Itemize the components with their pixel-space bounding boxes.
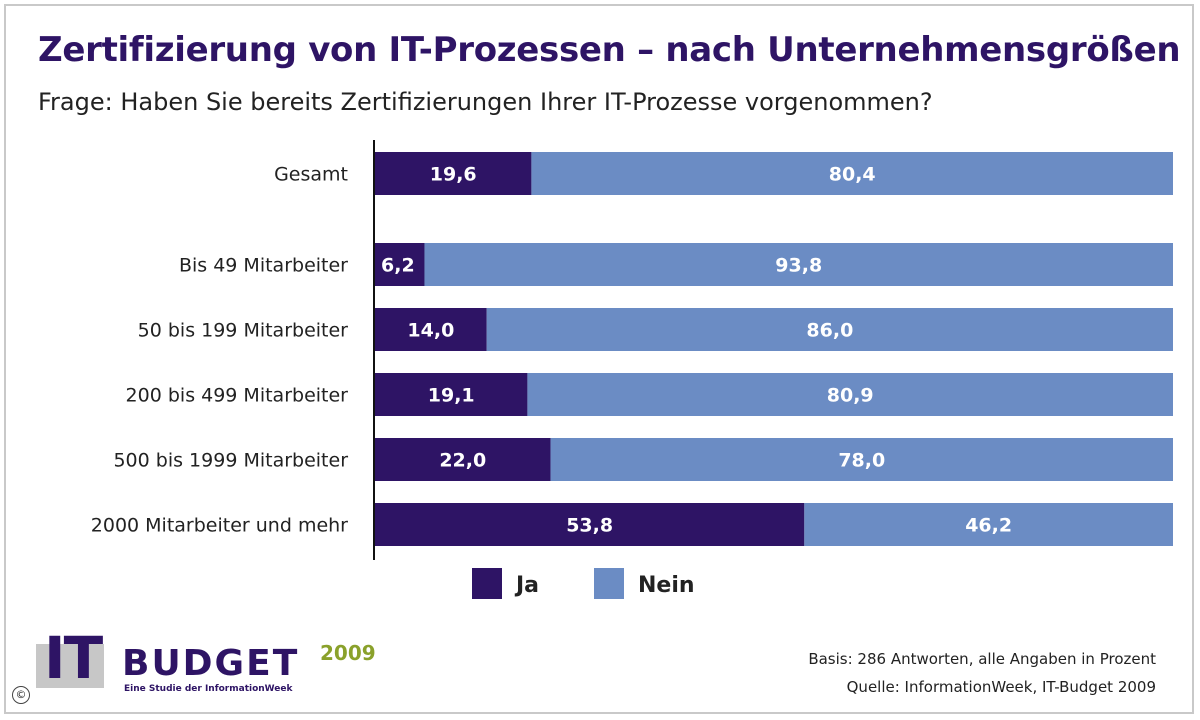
it-budget-logo: IT BUDGET 2009 Eine Studie der Informati…: [36, 628, 396, 700]
data-label: 93,8: [775, 255, 822, 277]
data-label: 14,0: [407, 320, 454, 342]
legend-nein-swatch: [594, 568, 624, 599]
legend-ja-label: Ja: [514, 573, 539, 598]
category-label: Gesamt: [274, 164, 348, 186]
category-label: Bis 49 Mitarbeiter: [179, 255, 348, 277]
data-label: 80,9: [827, 385, 874, 407]
legend-nein-label: Nein: [638, 573, 695, 598]
data-label: 19,1: [428, 385, 475, 407]
bar-nein: [804, 503, 1173, 546]
category-label: 500 bis 1999 Mitarbeiter: [113, 450, 348, 472]
basis-note: Basis: 286 Antworten, alle Angaben in Pr…: [808, 650, 1156, 668]
logo-budget-text: BUDGET: [122, 643, 300, 684]
data-label: 80,4: [829, 164, 876, 186]
bar-nein: [550, 438, 1173, 481]
bar-ja: [375, 503, 805, 546]
bar-nein: [424, 243, 1173, 286]
logo-it-text: IT: [44, 624, 103, 692]
category-label: 200 bis 499 Mitarbeiter: [126, 385, 349, 407]
logo-year-text: 2009: [320, 641, 376, 665]
chart-subtitle: Frage: Haben Sie bereits Zertifizierunge…: [38, 88, 933, 116]
data-label: 6,2: [381, 255, 415, 277]
legend-ja-swatch: [472, 568, 502, 599]
bar-nein: [531, 152, 1173, 195]
bar-ja: [375, 373, 528, 416]
data-label: 78,0: [838, 450, 885, 472]
bar-nein: [486, 308, 1174, 351]
data-label: 86,0: [806, 320, 853, 342]
bar-nein: [527, 373, 1173, 416]
logo-tagline: Eine Studie der InformationWeek: [124, 684, 293, 694]
data-label: 22,0: [439, 450, 486, 472]
bar-ja: [375, 438, 551, 481]
bar-ja: [375, 243, 425, 286]
source-note: Quelle: InformationWeek, IT-Budget 2009: [846, 678, 1156, 696]
data-label: 46,2: [965, 515, 1012, 537]
copyright-icon: ©: [12, 686, 30, 704]
category-label: 50 bis 199 Mitarbeiter: [138, 320, 349, 342]
logo-shadow-block: [36, 644, 104, 688]
category-label: 2000 Mitarbeiter und mehr: [91, 515, 348, 537]
data-label: 53,8: [566, 515, 613, 537]
chart-title: Zertifizierung von IT-Prozessen – nach U…: [38, 30, 1181, 70]
data-label: 19,6: [430, 164, 477, 186]
bar-ja: [375, 308, 487, 351]
bar-ja: [375, 152, 532, 195]
